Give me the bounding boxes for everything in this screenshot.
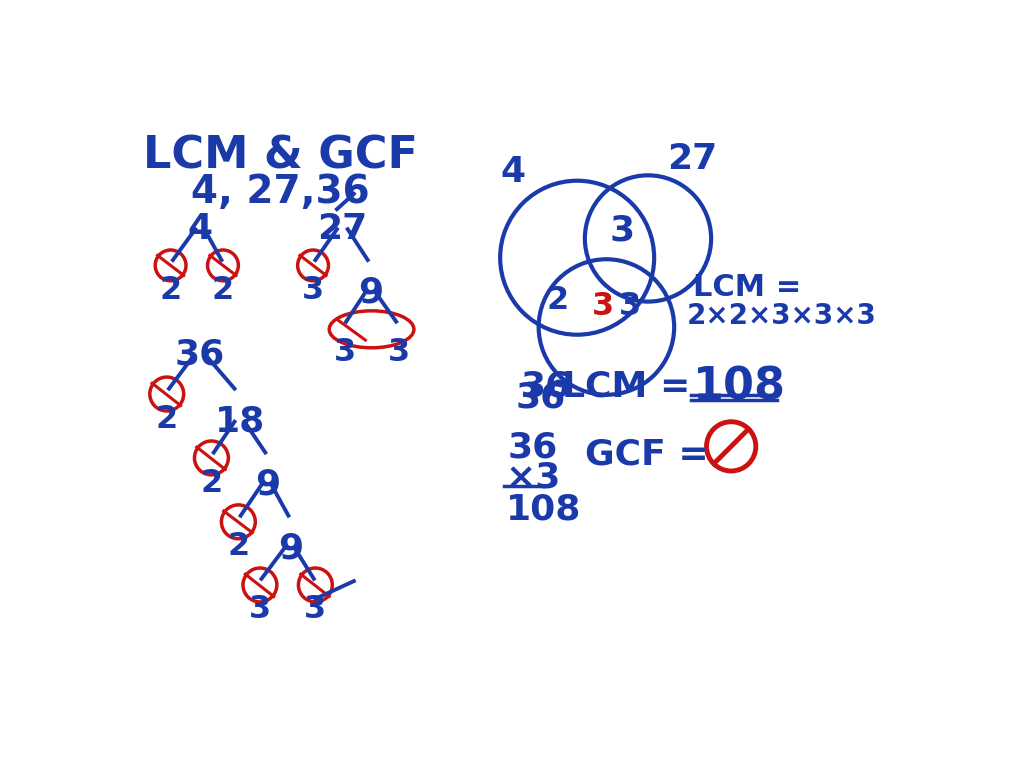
Text: LCM =: LCM = (562, 369, 702, 403)
Text: 3: 3 (334, 337, 355, 368)
Text: 2: 2 (227, 531, 250, 562)
Text: 27: 27 (668, 142, 718, 176)
Text: 9: 9 (358, 276, 383, 310)
Text: ×3: ×3 (506, 460, 561, 495)
Text: 2: 2 (212, 276, 234, 306)
Text: 3: 3 (592, 291, 614, 322)
Text: 4: 4 (501, 155, 525, 189)
Text: 3: 3 (249, 594, 271, 625)
Text: 9: 9 (279, 531, 303, 565)
Text: 2: 2 (547, 285, 569, 316)
Text: 3: 3 (609, 214, 635, 248)
Text: 3: 3 (304, 594, 327, 625)
Text: LCM & GCF: LCM & GCF (143, 134, 418, 177)
Text: 36: 36 (521, 369, 571, 403)
Text: 2: 2 (156, 404, 178, 435)
Text: 2: 2 (160, 276, 181, 306)
Text: 4: 4 (187, 211, 212, 246)
Text: GCF =: GCF = (585, 437, 709, 471)
Text: 3: 3 (618, 291, 641, 322)
Text: 108: 108 (506, 492, 582, 527)
Text: 4, 27,36: 4, 27,36 (191, 173, 370, 211)
Text: 27: 27 (317, 211, 368, 246)
Text: LCM =: LCM = (692, 273, 801, 302)
Text: 3: 3 (387, 337, 410, 368)
Text: 2: 2 (201, 468, 222, 499)
Text: 36: 36 (175, 337, 225, 371)
Text: 108: 108 (692, 366, 785, 409)
Text: 36: 36 (516, 381, 566, 415)
Text: 9: 9 (255, 468, 281, 502)
Text: 3: 3 (302, 276, 325, 306)
Text: 2×2×3×3×3: 2×2×3×3×3 (686, 302, 877, 329)
Text: 18: 18 (215, 404, 265, 438)
Text: 36: 36 (508, 431, 558, 465)
